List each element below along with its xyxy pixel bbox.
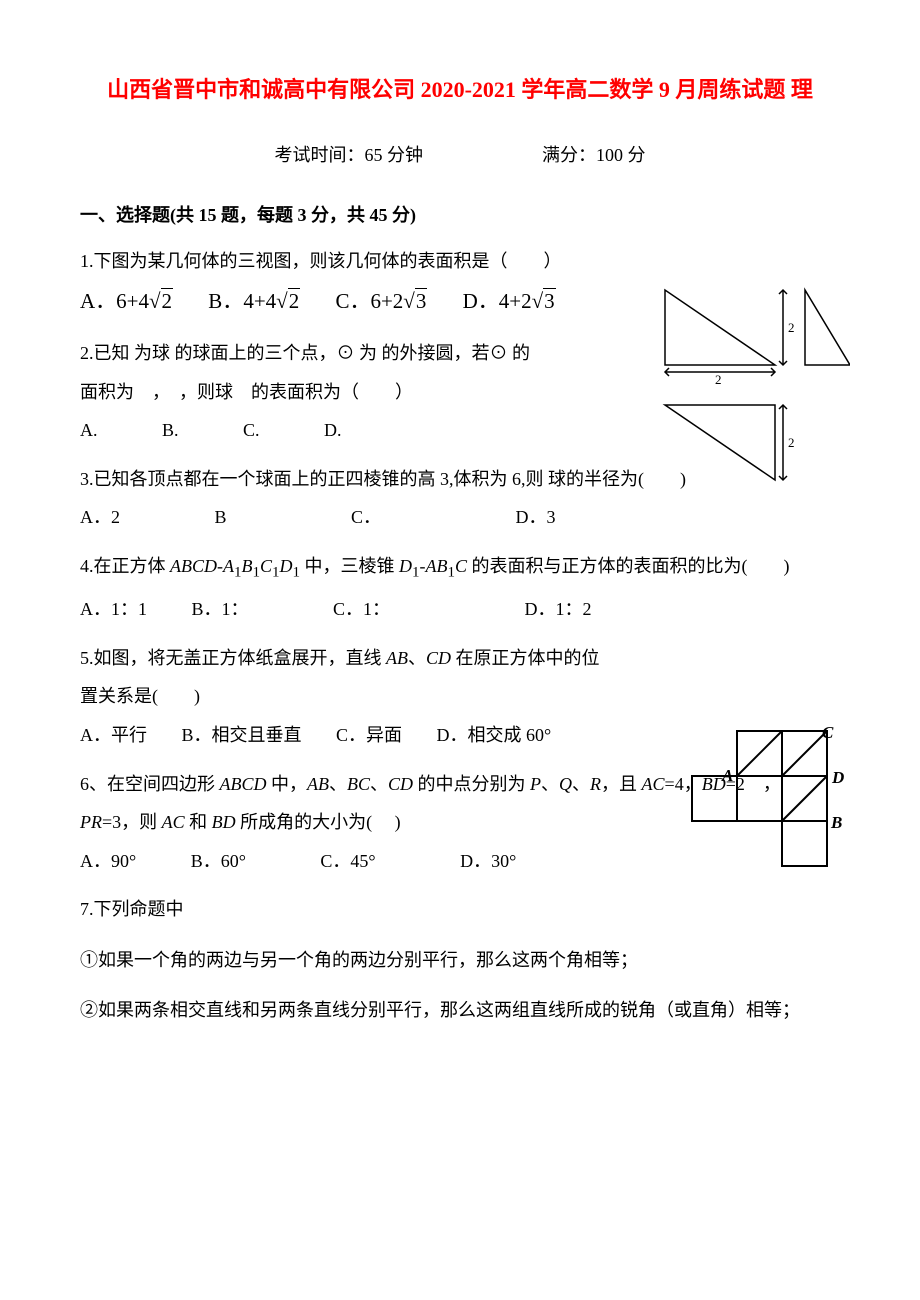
q1-option-a: A．6+42 xyxy=(80,284,173,320)
svg-text:A: A xyxy=(721,766,733,785)
q5-option-b: B．相交且垂直 xyxy=(182,720,302,751)
q2-option-b: B. xyxy=(162,415,179,446)
svg-text:2: 2 xyxy=(788,320,795,335)
svg-text:C: C xyxy=(822,726,834,742)
q5-line1: 5.如图，将无盖正方体纸盒展开，直线 AB、CD 在原正方体中的位 xyxy=(80,643,840,674)
q4-option-a: A．1：1 xyxy=(80,594,147,625)
q1-text: 1.下图为某几何体的三视图，则该几何体的表面积是（ ） xyxy=(80,246,840,277)
q6-option-d: D．30° xyxy=(460,846,516,877)
svg-text:D: D xyxy=(831,768,844,787)
question-4: 4.在正方体 ABCD-A1B1C1D1 中，三棱锥 D1-AB1C 的表面积与… xyxy=(80,551,840,625)
q1-figure: 2 2 2 xyxy=(655,280,850,490)
q4-option-c: C．1： xyxy=(333,594,390,625)
exam-info: 考试时间：65 分钟 满分：100 分 xyxy=(80,140,840,171)
exam-time: 考试时间：65 分钟 xyxy=(275,140,424,171)
q3-options: A．2 B C． D．3 xyxy=(80,502,840,533)
exam-score: 满分：100 分 xyxy=(542,140,646,171)
q7-statement-2: ②如果两条相交直线和另两条直线分别平行，那么这两组直线所成的锐角（或直角）相等； xyxy=(80,995,840,1026)
q5-option-a: A．平行 xyxy=(80,720,147,751)
q3-option-c: C． xyxy=(351,502,381,533)
q5-figure: A B C D xyxy=(675,726,850,901)
q4-option-b: B．1： xyxy=(192,594,249,625)
q5-option-d: D．相交成 60° xyxy=(437,720,552,751)
q1-option-c: C．6+23 xyxy=(335,284,427,320)
q2-option-d: D. xyxy=(324,415,342,446)
q2-option-c: C. xyxy=(243,415,260,446)
section-1-header: 一、选择题(共 15 题，每题 3 分，共 45 分) xyxy=(80,200,840,231)
q3-option-d: D．3 xyxy=(516,502,556,533)
q5-option-c: C．异面 xyxy=(336,720,402,751)
svg-text:2: 2 xyxy=(715,372,722,387)
q5-line2: 置关系是( ) xyxy=(80,681,840,712)
q6-option-c: C．45° xyxy=(320,846,375,877)
question-7: 7.下列命题中 ①如果一个角的两边与另一个角的两边分别平行，那么这两个角相等； … xyxy=(80,894,840,1026)
q4-text: 4.在正方体 ABCD-A1B1C1D1 中，三棱锥 D1-AB1C 的表面积与… xyxy=(80,551,840,586)
q3-option-a: A．2 xyxy=(80,502,120,533)
q7-statement-1: ①如果一个角的两边与另一个角的两边分别平行，那么这两个角相等； xyxy=(80,945,840,976)
q2-option-a: A. xyxy=(80,415,98,446)
q4-option-d: D．1：2 xyxy=(525,594,592,625)
exam-title: 山西省晋中市和诚高中有限公司 2020-2021 学年高二数学 9 月周练试题 … xyxy=(80,70,840,110)
q6-option-a: A．90° xyxy=(80,846,136,877)
q3-option-b: B xyxy=(215,502,227,533)
svg-text:2: 2 xyxy=(788,435,795,450)
q6-option-b: B．60° xyxy=(191,846,246,877)
svg-text:B: B xyxy=(830,813,842,832)
q1-option-b: B．4+42 xyxy=(208,284,300,320)
q1-option-d: D．4+23 xyxy=(463,284,556,320)
q4-options: A．1：1 B．1： C．1： D．1：2 xyxy=(80,594,840,625)
